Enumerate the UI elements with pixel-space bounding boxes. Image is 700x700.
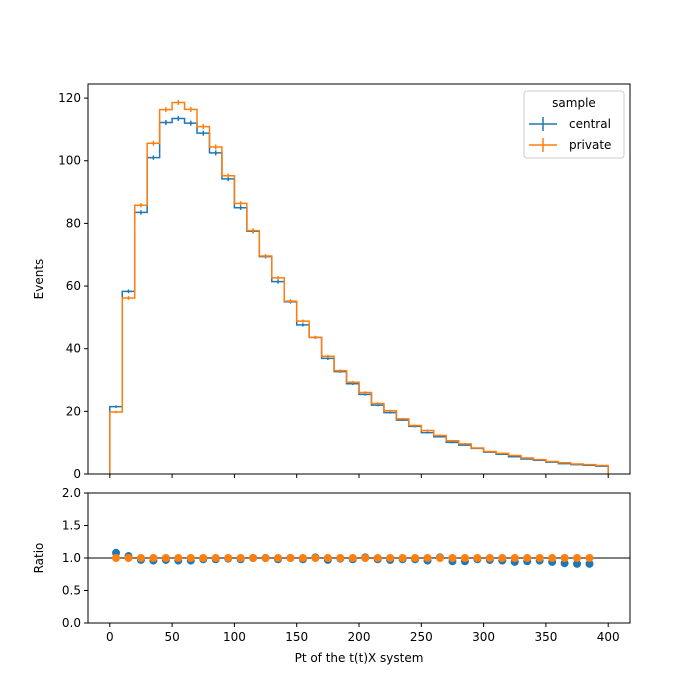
ratio-point-private-12 (261, 554, 270, 562)
ratio-point-private-5 (174, 554, 183, 562)
ratio-point-private-2 (136, 554, 145, 562)
ratio-point-private-27 (448, 554, 457, 562)
legend-marker-private (529, 138, 557, 152)
ratio-point-private-9 (224, 554, 233, 562)
ratio-point-private-30 (485, 554, 494, 562)
legend-title: sample (552, 96, 596, 110)
ratio-ytick-label-0: 0.0 (62, 616, 81, 630)
ratio-x-ticks: 0 50 100 150 200 250 300 350 400 (106, 623, 620, 644)
ratio-point-private-18 (336, 554, 345, 562)
legend-marker-central (529, 117, 557, 131)
main-ytick-label-3: 60 (66, 279, 81, 293)
main-y-axis-label: Events (32, 259, 46, 300)
ratio-xtick-label-4: 200 (348, 630, 371, 644)
main-ytick-label-1: 20 (66, 404, 81, 418)
ratio-point-private-23 (398, 554, 407, 562)
ratio-ytick-label-1: 0.5 (62, 584, 81, 598)
ratio-point-central-37 (573, 559, 582, 568)
ratio-point-private-36 (560, 554, 569, 562)
ratio-point-private-0 (112, 554, 121, 562)
ratio-point-private-32 (510, 554, 519, 562)
ratio-ytick-label-3: 1.5 (62, 519, 81, 533)
ratio-point-private-37 (573, 554, 582, 562)
legend-label-private: private (569, 138, 611, 152)
ratio-ytick-label-4: 2.0 (62, 486, 81, 500)
ratio-point-private-34 (535, 554, 544, 562)
main-panel: 0 20 40 60 80 100 120 Events (32, 83, 631, 481)
ratio-point-private-24 (411, 554, 420, 562)
ratio-point-private-7 (199, 554, 208, 562)
ratio-point-private-1 (124, 554, 133, 562)
ratio-point-central-38 (585, 559, 594, 568)
main-ytick-label-0: 0 (73, 467, 81, 481)
ratio-point-private-25 (423, 554, 432, 562)
ratio-point-private-26 (435, 554, 444, 562)
ratio-point-private-31 (498, 554, 507, 562)
ratio-point-private-8 (211, 554, 220, 562)
x-axis-label: Pt of the t(t)X system (295, 651, 424, 665)
ratio-point-private-28 (460, 554, 469, 562)
legend-frame (523, 90, 625, 159)
ratio-xtick-label-2: 100 (223, 630, 246, 644)
ratio-point-private-20 (361, 554, 370, 562)
main-data-layer (109, 99, 609, 474)
ratio-point-private-19 (348, 554, 357, 562)
ratio-ytick-label-2: 1.0 (62, 551, 81, 565)
ratio-point-private-17 (323, 554, 332, 562)
ratio-point-private-3 (149, 554, 158, 562)
ratio-xtick-label-3: 150 (285, 630, 308, 644)
ratio-xtick-label-0: 0 (106, 630, 114, 644)
main-ytick-label-6: 120 (58, 91, 81, 105)
ratio-xtick-label-8: 400 (597, 630, 620, 644)
ratio-point-private-15 (298, 554, 307, 562)
ratio-point-private-10 (236, 554, 245, 562)
ratio-point-private-13 (274, 554, 283, 562)
ratio-y-axis-label: Ratio (32, 543, 46, 574)
ratio-point-private-6 (186, 554, 195, 562)
ratio-point-private-29 (473, 554, 482, 562)
legend: sample central private (523, 90, 625, 159)
ratio-point-private-38 (585, 554, 594, 562)
ratio-data-layer (88, 548, 630, 568)
main-x-ticks (109, 474, 609, 478)
ratio-y-ticks: 0.0 0.5 1.0 1.5 2.0 (62, 486, 88, 630)
ratio-xtick-label-7: 350 (534, 630, 557, 644)
ratio-point-private-21 (373, 554, 382, 562)
ratio-point-private-33 (523, 554, 532, 562)
ratio-xtick-label-6: 300 (472, 630, 495, 644)
legend-label-central: central (569, 117, 611, 131)
main-ytick-label-4: 80 (66, 216, 81, 230)
ratio-panel: 0 50 100 150 200 250 300 350 400 0.0 0.5 1.0 1.5 2.0… (32, 486, 631, 665)
ratio-point-private-35 (548, 554, 557, 562)
main-y-ticks: 0 20 40 60 80 100 120 (58, 91, 88, 481)
ratio-point-private-16 (311, 554, 320, 562)
ratio-point-private-22 (386, 554, 395, 562)
ratio-point-private-4 (161, 554, 170, 562)
main-ytick-label-5: 100 (58, 154, 81, 168)
main-ytick-label-2: 40 (66, 342, 81, 356)
ratio-point-private-11 (249, 554, 258, 562)
histogram-step-private (109, 101, 609, 474)
ratio-point-private-14 (286, 554, 295, 562)
ratio-xtick-label-1: 50 (164, 630, 179, 644)
ratio-xtick-label-5: 250 (410, 630, 433, 644)
